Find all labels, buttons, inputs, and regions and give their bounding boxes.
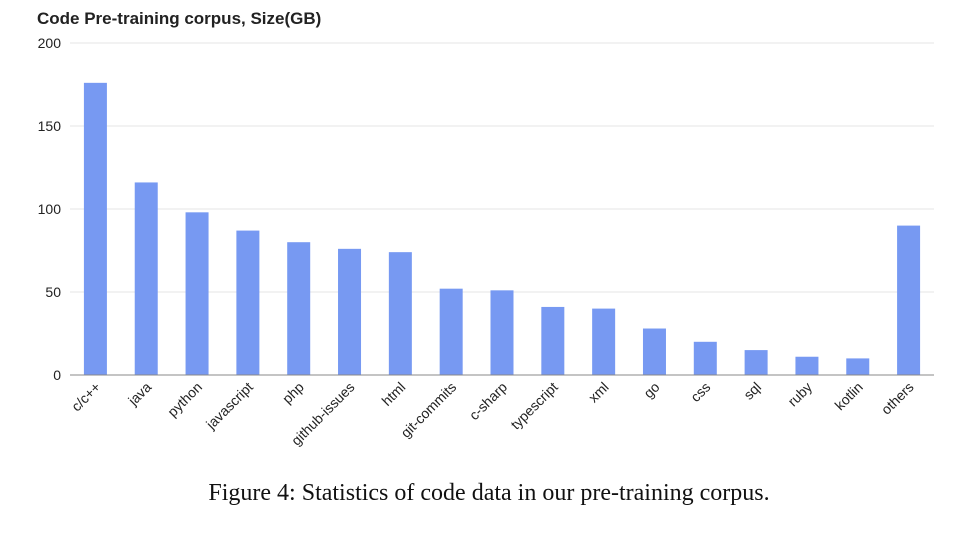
x-tick-label: javascript xyxy=(202,379,256,433)
bar-go xyxy=(642,328,666,375)
bar-chart: Code Pre-training corpus, Size(GB) 0 50 10… xyxy=(37,9,934,449)
bar-ruby xyxy=(795,356,819,375)
x-tick-label: sql xyxy=(740,379,764,403)
y-tick-label: 150 xyxy=(38,118,62,134)
x-tick-label: php xyxy=(279,379,307,407)
bar-xml xyxy=(592,308,616,375)
bar-php xyxy=(287,242,311,375)
figure-caption: Figure 4: Statistics of code data in our… xyxy=(208,480,770,506)
x-tick-label: html xyxy=(378,379,408,409)
x-tick-label: css xyxy=(687,379,713,405)
x-tick-label: c/c++ xyxy=(68,379,104,415)
x-tick-label: others xyxy=(878,379,917,418)
bar-typescript xyxy=(541,306,565,375)
bar-c-sharp xyxy=(490,290,514,375)
y-tick-label: 100 xyxy=(38,201,62,217)
bar-sql xyxy=(744,350,768,375)
bar-javascript xyxy=(236,230,260,375)
x-tick-label: kotlin xyxy=(831,379,865,413)
x-tick-label: xml xyxy=(585,379,612,406)
x-tick-label: typescript xyxy=(507,379,561,433)
x-tick-label: ruby xyxy=(784,379,815,410)
y-tick-label: 200 xyxy=(38,35,62,51)
bars xyxy=(83,82,921,375)
bar-python xyxy=(185,212,209,375)
y-tick-label: 50 xyxy=(45,284,61,300)
x-tick-label: c-sharp xyxy=(466,379,510,423)
x-tick-label: git-commits xyxy=(397,379,459,441)
bar-c-c- xyxy=(83,82,107,375)
x-tick-label: go xyxy=(640,379,662,401)
bar-css xyxy=(693,341,717,375)
chart-title: Code Pre-training corpus, Size(GB) xyxy=(37,9,321,28)
bar-java xyxy=(134,182,158,375)
bar-github-issues xyxy=(338,248,362,375)
bar-others xyxy=(897,225,921,375)
bar-git-commits xyxy=(439,288,463,375)
y-tick-label: 0 xyxy=(53,367,61,383)
x-tick-label: java xyxy=(124,379,154,409)
bar-kotlin xyxy=(846,358,870,375)
x-tick-label: python xyxy=(164,379,205,420)
bar-html xyxy=(388,252,412,375)
y-axis-ticks: 0 50 100 150 200 xyxy=(38,35,62,383)
